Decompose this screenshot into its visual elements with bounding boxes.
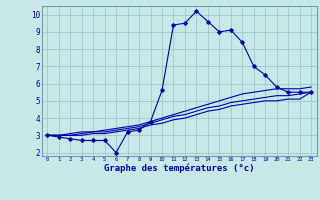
X-axis label: Graphe des températures (°c): Graphe des températures (°c)	[104, 164, 254, 173]
